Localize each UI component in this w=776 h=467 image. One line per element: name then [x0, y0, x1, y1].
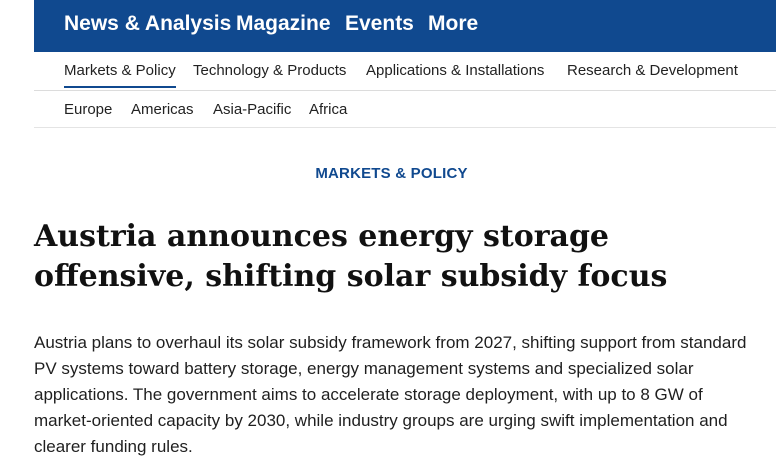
subnav-item-research-development[interactable]: Research & Development [567, 62, 738, 80]
main-navigation-bar: News & Analysis Magazine Events More [34, 0, 776, 52]
section-sub-navigation: Markets & Policy Technology & Products A… [34, 52, 776, 91]
region-item-asia-pacific[interactable]: Asia-Pacific [213, 101, 291, 119]
subnav-item-markets-policy[interactable]: Markets & Policy [64, 62, 176, 88]
nav-news-analysis[interactable]: News & Analysis [64, 12, 231, 36]
region-item-americas[interactable]: Americas [131, 101, 194, 119]
article-category-link[interactable]: MARKETS & POLICY [0, 164, 776, 184]
region-item-africa[interactable]: Africa [309, 101, 347, 119]
subnav-item-applications-installations[interactable]: Applications & Installations [366, 62, 544, 80]
article-headline: Austria announces energy storage offensi… [34, 217, 764, 297]
region-item-europe[interactable]: Europe [64, 101, 112, 119]
nav-magazine[interactable]: Magazine [236, 12, 331, 36]
region-navigation: Europe Americas Asia-Pacific Africa [34, 91, 776, 128]
nav-events[interactable]: Events [345, 12, 414, 36]
article-summary: Austria plans to overhaul its solar subs… [34, 330, 758, 460]
nav-more[interactable]: More [428, 12, 478, 36]
subnav-item-technology-products[interactable]: Technology & Products [193, 62, 346, 80]
